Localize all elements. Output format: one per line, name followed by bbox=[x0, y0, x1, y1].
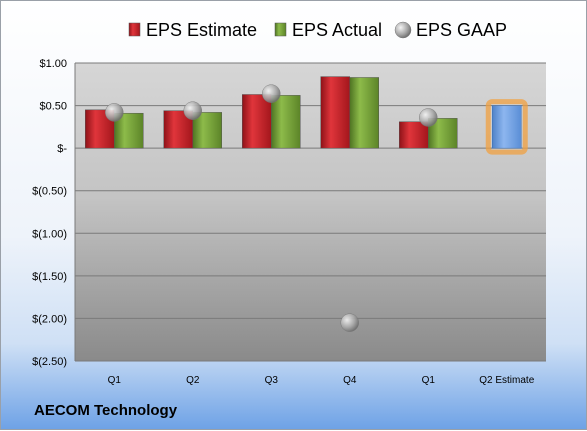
y-tick-label: $(2.50) bbox=[32, 356, 67, 368]
eps-gaap-marker bbox=[105, 103, 124, 122]
q2-estimate-bar bbox=[492, 105, 522, 149]
y-tick-label: $0.50 bbox=[39, 101, 67, 113]
eps-estimate-bar bbox=[242, 94, 272, 149]
eps-gaap-marker bbox=[340, 313, 359, 332]
eps-gaap-marker bbox=[262, 84, 281, 103]
x-tick-label: Q2 bbox=[186, 375, 200, 386]
eps-actual-bar bbox=[192, 112, 222, 149]
legend-swatch bbox=[128, 22, 141, 37]
legend-label: EPS GAAP bbox=[416, 20, 507, 40]
x-tick-label: Q2 Estimate bbox=[479, 375, 534, 386]
x-tick-label: Q3 bbox=[265, 375, 279, 386]
plot-area bbox=[75, 63, 546, 361]
eps-estimate-bar bbox=[399, 121, 429, 149]
x-tick-label: Q1 bbox=[108, 375, 122, 386]
x-tick-label: Q4 bbox=[343, 375, 357, 386]
q2-estimate-highlight bbox=[485, 99, 528, 155]
legend-swatch bbox=[274, 22, 287, 37]
y-tick-label: $1.00 bbox=[39, 58, 67, 70]
eps-estimate-bar bbox=[320, 76, 350, 149]
company-name: AECOM Technology bbox=[34, 402, 178, 419]
y-tick-label: $(1.50) bbox=[32, 271, 67, 283]
eps-gaap-marker bbox=[183, 101, 202, 120]
legend-swatch bbox=[394, 21, 412, 39]
legend-label: EPS Actual bbox=[292, 20, 382, 40]
eps-actual-bar bbox=[349, 77, 379, 149]
y-tick-label: $(0.50) bbox=[32, 186, 67, 198]
y-tick-label: $(2.00) bbox=[32, 313, 67, 325]
legend-label: EPS Estimate bbox=[146, 20, 257, 40]
x-tick-label: Q1 bbox=[422, 375, 436, 386]
y-tick-label: $(1.00) bbox=[32, 228, 67, 240]
eps-gaap-marker bbox=[419, 108, 438, 127]
eps-actual-bar bbox=[271, 95, 301, 149]
y-tick-label: $- bbox=[57, 143, 67, 155]
